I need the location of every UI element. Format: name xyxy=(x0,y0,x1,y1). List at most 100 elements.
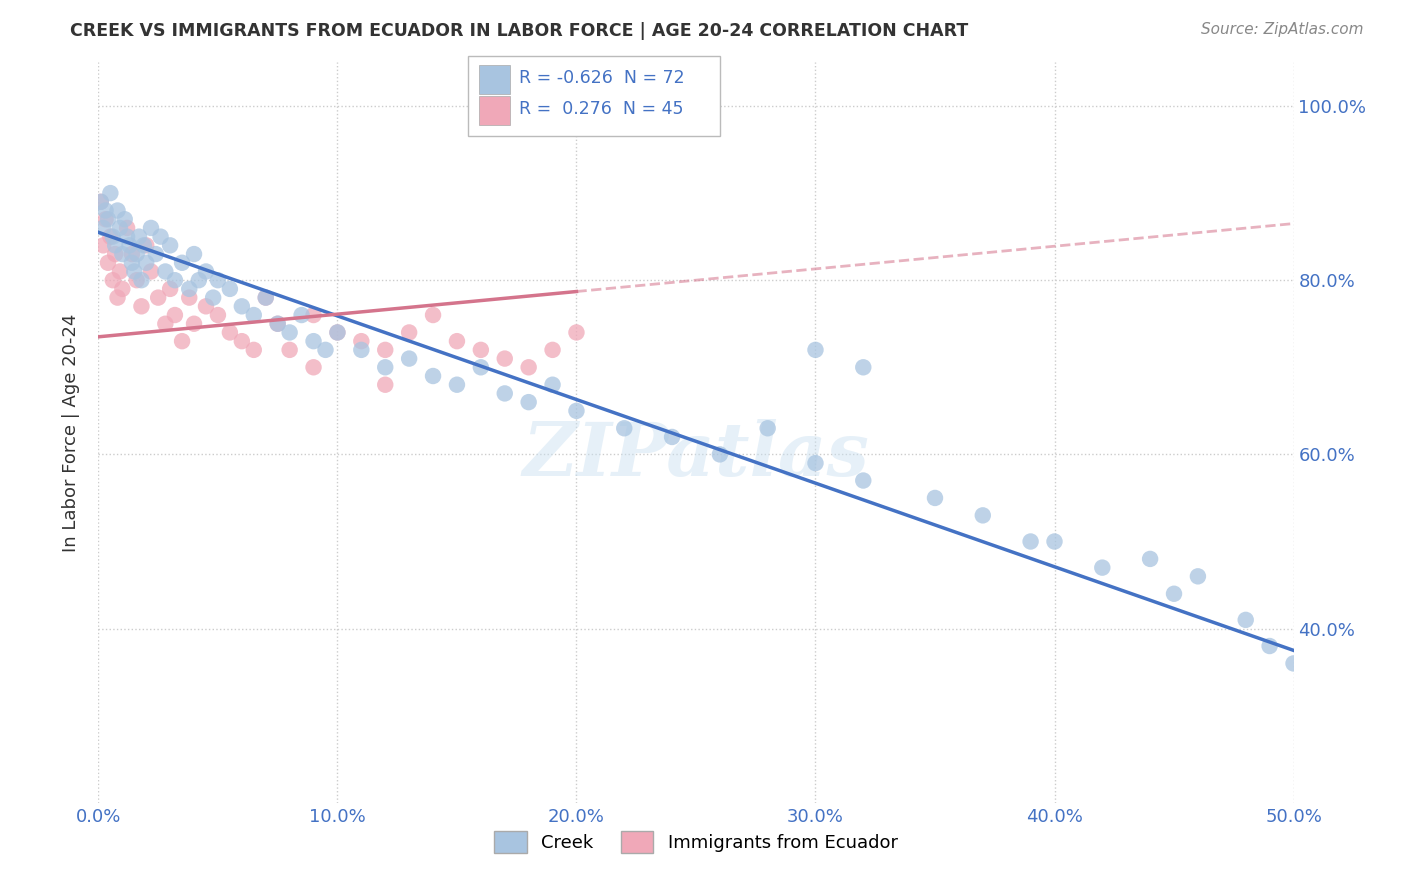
Point xyxy=(115,229,138,244)
Point xyxy=(243,343,266,357)
Point xyxy=(254,291,277,305)
Point xyxy=(121,256,143,270)
Point xyxy=(267,317,290,331)
Point xyxy=(852,474,875,488)
Point xyxy=(207,273,229,287)
Point xyxy=(172,256,194,270)
Point xyxy=(709,447,731,461)
Point xyxy=(115,221,138,235)
Point xyxy=(155,264,177,278)
Point xyxy=(124,264,146,278)
Text: CREEK VS IMMIGRANTS FROM ECUADOR IN LABOR FORCE | AGE 20-24 CORRELATION CHART: CREEK VS IMMIGRANTS FROM ECUADOR IN LABO… xyxy=(70,22,969,40)
Text: R =  0.276  N = 45: R = 0.276 N = 45 xyxy=(519,100,683,118)
Point xyxy=(1139,552,1161,566)
Point xyxy=(1187,569,1209,583)
Point xyxy=(398,351,420,366)
Point xyxy=(374,343,396,357)
Point xyxy=(121,247,143,261)
Point xyxy=(98,186,122,200)
Point xyxy=(1234,613,1257,627)
Point xyxy=(756,421,779,435)
Point xyxy=(101,273,124,287)
Point xyxy=(278,326,301,340)
Text: ZIPatlas: ZIPatlas xyxy=(523,418,869,491)
Point xyxy=(291,308,314,322)
Text: R = -0.626  N = 72: R = -0.626 N = 72 xyxy=(519,69,685,87)
Point xyxy=(163,273,186,287)
Point xyxy=(104,247,127,261)
Point xyxy=(422,308,444,322)
Point xyxy=(108,221,131,235)
Point xyxy=(494,351,516,366)
Point xyxy=(1043,534,1066,549)
Point xyxy=(172,334,194,348)
Point xyxy=(1282,657,1305,671)
Point xyxy=(94,212,117,227)
Point xyxy=(90,194,112,209)
Point xyxy=(541,343,564,357)
Point xyxy=(97,256,120,270)
Point xyxy=(302,308,325,322)
Point xyxy=(125,273,148,287)
Point xyxy=(111,282,134,296)
Point xyxy=(219,326,242,340)
Point xyxy=(219,282,242,296)
Point xyxy=(231,299,253,313)
Point xyxy=(91,221,114,235)
Point xyxy=(852,360,875,375)
Point xyxy=(1019,534,1042,549)
Point xyxy=(202,291,225,305)
Point xyxy=(565,326,588,340)
Point xyxy=(315,343,337,357)
Y-axis label: In Labor Force | Age 20-24: In Labor Force | Age 20-24 xyxy=(62,313,80,552)
Point xyxy=(254,291,277,305)
Point xyxy=(422,369,444,384)
Point xyxy=(145,247,167,261)
Point xyxy=(118,238,141,252)
Point xyxy=(804,343,827,357)
Point xyxy=(131,273,153,287)
Point xyxy=(804,456,827,470)
Point xyxy=(470,343,492,357)
Point xyxy=(149,229,172,244)
Point xyxy=(101,229,124,244)
Point xyxy=(135,256,157,270)
Point xyxy=(179,282,201,296)
Point xyxy=(302,334,325,348)
Point xyxy=(107,203,129,218)
Point xyxy=(108,264,131,278)
Point xyxy=(517,395,540,409)
Point xyxy=(98,229,122,244)
Point xyxy=(350,343,373,357)
Legend: Creek, Immigrants from Ecuador: Creek, Immigrants from Ecuador xyxy=(486,824,905,861)
Point xyxy=(125,247,148,261)
Point xyxy=(94,203,117,218)
Point xyxy=(613,421,636,435)
Point xyxy=(111,247,134,261)
Point xyxy=(302,360,325,375)
Point xyxy=(326,326,349,340)
Point xyxy=(470,360,492,375)
Point xyxy=(661,430,683,444)
Point xyxy=(374,377,396,392)
Point xyxy=(183,317,205,331)
Point xyxy=(183,247,205,261)
Point xyxy=(326,326,349,340)
Point xyxy=(972,508,994,523)
Point xyxy=(179,291,201,305)
Point xyxy=(243,308,266,322)
Point xyxy=(517,360,540,375)
Point xyxy=(159,238,181,252)
Point xyxy=(1258,639,1281,653)
Point xyxy=(541,377,564,392)
Point xyxy=(91,238,114,252)
Point xyxy=(494,386,516,401)
Point xyxy=(155,317,177,331)
Point xyxy=(446,377,468,392)
Point xyxy=(128,229,150,244)
Point xyxy=(267,317,290,331)
Point xyxy=(207,308,229,322)
Point xyxy=(135,238,157,252)
Point xyxy=(565,404,588,418)
Point xyxy=(446,334,468,348)
